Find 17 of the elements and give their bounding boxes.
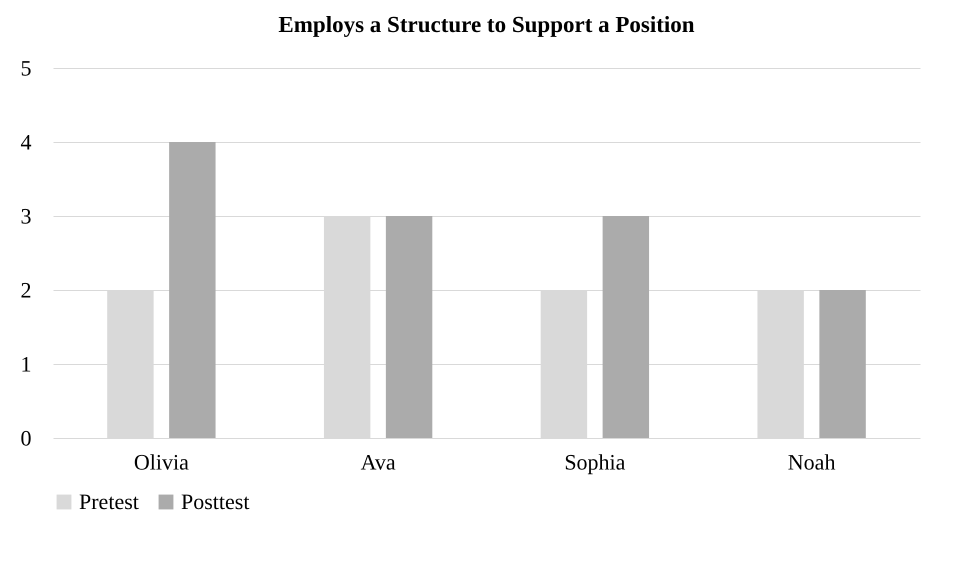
y-tick-label: 4 <box>20 130 32 154</box>
bar <box>169 142 216 438</box>
y-tick-label: 0 <box>20 426 32 450</box>
bar <box>819 290 866 438</box>
bar <box>386 216 432 438</box>
y-tick-label: 1 <box>20 352 32 376</box>
legend-label: Pretest <box>79 489 139 514</box>
x-tick-label: Noah <box>788 450 836 474</box>
y-tick-label: 5 <box>20 56 32 80</box>
y-tick-label: 3 <box>20 204 32 228</box>
y-tick-label: 2 <box>20 278 32 302</box>
x-tick-label: Sophia <box>564 450 626 474</box>
chart-title: Employs a Structure to Support a Position <box>278 12 695 37</box>
x-tick-label: Ava <box>360 450 396 474</box>
x-tick-label: Olivia <box>134 450 190 474</box>
bar <box>602 216 650 438</box>
legend-label: Posttest <box>181 489 250 514</box>
